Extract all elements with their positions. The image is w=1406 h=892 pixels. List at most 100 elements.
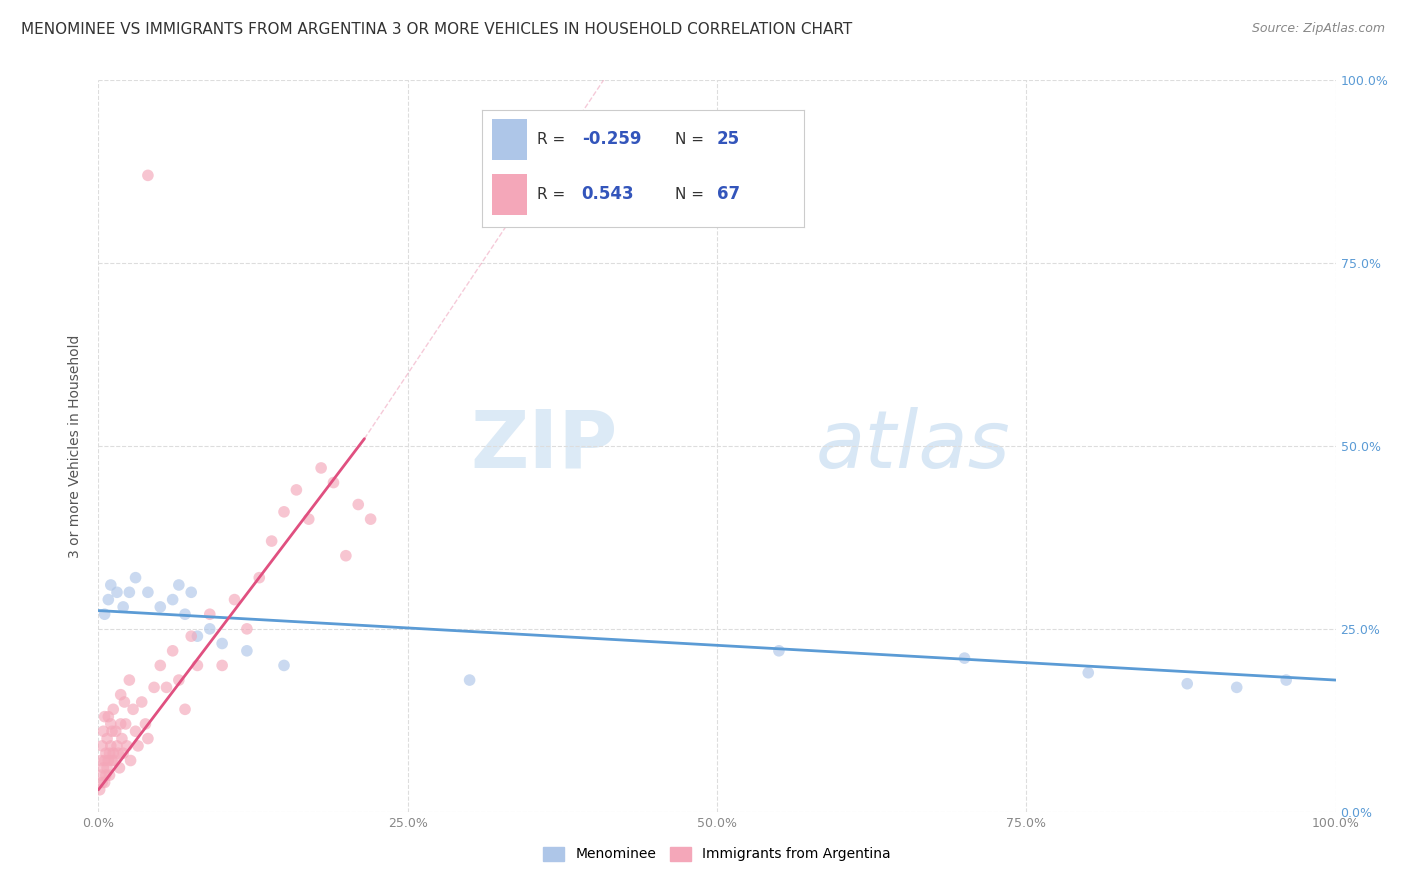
Text: Source: ZipAtlas.com: Source: ZipAtlas.com bbox=[1251, 22, 1385, 36]
Text: ZIP: ZIP bbox=[471, 407, 619, 485]
Text: N =: N = bbox=[675, 132, 709, 147]
Point bbox=[108, 761, 131, 775]
Point bbox=[360, 512, 382, 526]
Point bbox=[122, 702, 145, 716]
Point bbox=[136, 585, 159, 599]
Point bbox=[186, 629, 208, 643]
Text: atlas: atlas bbox=[815, 407, 1011, 485]
Point bbox=[97, 754, 120, 768]
Point bbox=[91, 739, 114, 753]
Point bbox=[93, 724, 115, 739]
Point bbox=[211, 658, 233, 673]
Point bbox=[103, 754, 125, 768]
Point bbox=[103, 702, 125, 716]
Point bbox=[1175, 676, 1198, 690]
Point bbox=[118, 585, 141, 599]
Point bbox=[273, 505, 295, 519]
Point bbox=[131, 695, 153, 709]
Point bbox=[260, 534, 283, 549]
Point bbox=[953, 651, 976, 665]
Point bbox=[100, 717, 122, 731]
Point bbox=[120, 754, 142, 768]
Point bbox=[155, 681, 177, 695]
Point bbox=[174, 702, 197, 716]
Text: R =: R = bbox=[537, 187, 569, 202]
Point bbox=[96, 761, 118, 775]
Point bbox=[149, 599, 172, 614]
Point bbox=[167, 578, 190, 592]
Point bbox=[93, 775, 115, 789]
Text: -0.259: -0.259 bbox=[582, 130, 641, 148]
Point bbox=[111, 731, 134, 746]
Text: 25: 25 bbox=[717, 130, 740, 148]
Point bbox=[347, 498, 370, 512]
Point bbox=[273, 658, 295, 673]
Point bbox=[124, 724, 146, 739]
FancyBboxPatch shape bbox=[492, 174, 527, 215]
Point bbox=[768, 644, 790, 658]
Point bbox=[89, 782, 111, 797]
Point bbox=[94, 768, 117, 782]
Point bbox=[1077, 665, 1099, 680]
Text: 67: 67 bbox=[717, 186, 740, 203]
Point bbox=[93, 754, 115, 768]
Point bbox=[96, 731, 118, 746]
Point bbox=[93, 761, 115, 775]
Point bbox=[101, 724, 124, 739]
Point bbox=[180, 629, 202, 643]
Text: MENOMINEE VS IMMIGRANTS FROM ARGENTINA 3 OR MORE VEHICLES IN HOUSEHOLD CORRELATI: MENOMINEE VS IMMIGRANTS FROM ARGENTINA 3… bbox=[21, 22, 852, 37]
Point bbox=[105, 585, 128, 599]
Point bbox=[103, 746, 125, 760]
Text: N =: N = bbox=[675, 187, 709, 202]
Point bbox=[224, 592, 246, 607]
Point bbox=[322, 475, 344, 490]
Point bbox=[110, 717, 132, 731]
Point bbox=[236, 622, 259, 636]
Point bbox=[112, 599, 135, 614]
Point bbox=[100, 578, 122, 592]
Point bbox=[98, 768, 121, 782]
Point bbox=[162, 592, 184, 607]
Point bbox=[134, 717, 156, 731]
Point bbox=[186, 658, 208, 673]
Legend: Menominee, Immigrants from Argentina: Menominee, Immigrants from Argentina bbox=[538, 841, 896, 867]
Point bbox=[112, 746, 135, 760]
Y-axis label: 3 or more Vehicles in Household: 3 or more Vehicles in Household bbox=[69, 334, 83, 558]
Point bbox=[335, 549, 357, 563]
Point bbox=[247, 571, 270, 585]
Point bbox=[107, 746, 129, 760]
Point bbox=[198, 607, 221, 622]
Text: 0.543: 0.543 bbox=[582, 186, 634, 203]
Point bbox=[93, 607, 115, 622]
Point bbox=[136, 169, 159, 183]
Point bbox=[309, 461, 332, 475]
Point bbox=[97, 709, 120, 723]
Point bbox=[174, 607, 197, 622]
Point bbox=[180, 585, 202, 599]
Point bbox=[458, 673, 481, 687]
Point bbox=[1275, 673, 1298, 687]
Point bbox=[98, 746, 121, 760]
Point bbox=[91, 775, 114, 789]
Point bbox=[114, 717, 136, 731]
Point bbox=[211, 636, 233, 650]
Point bbox=[167, 673, 190, 687]
Point bbox=[105, 739, 128, 753]
Point bbox=[112, 695, 135, 709]
Point bbox=[94, 746, 117, 760]
Point bbox=[90, 754, 112, 768]
Point bbox=[104, 724, 127, 739]
Point bbox=[198, 622, 221, 636]
Point bbox=[1226, 681, 1249, 695]
Point bbox=[285, 483, 308, 497]
Point bbox=[118, 673, 141, 687]
FancyBboxPatch shape bbox=[492, 119, 527, 160]
Point bbox=[236, 644, 259, 658]
Point bbox=[162, 644, 184, 658]
Point bbox=[110, 688, 132, 702]
Point bbox=[115, 739, 138, 753]
Point bbox=[136, 731, 159, 746]
Point bbox=[90, 768, 112, 782]
Point bbox=[143, 681, 166, 695]
Text: R =: R = bbox=[537, 132, 569, 147]
